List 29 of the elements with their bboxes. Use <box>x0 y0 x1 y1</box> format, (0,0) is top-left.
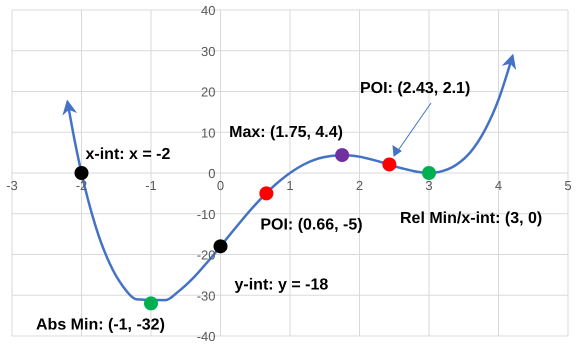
x-tick-label: 1 <box>286 178 294 193</box>
annotation: POI: (0.66, -5) <box>260 216 363 234</box>
x-tick-label: 5 <box>564 178 572 193</box>
point <box>422 166 436 180</box>
point <box>382 157 396 172</box>
point <box>335 148 350 162</box>
y-tick-label: -30 <box>196 288 216 304</box>
x-tick-label: -1 <box>145 178 157 193</box>
annotation: x-int: x = -2 <box>86 146 171 163</box>
x-tick-label: -3 <box>6 178 18 193</box>
x-tick-label: 2 <box>356 178 364 193</box>
annotation: POI: (2.43, 2.1) <box>360 80 470 97</box>
y-tick-label: 20 <box>201 84 216 100</box>
point <box>214 239 228 254</box>
annotation: Max: (1.75, 4.4) <box>229 124 343 142</box>
point <box>74 166 88 180</box>
y-tick-label: 40 <box>201 3 216 18</box>
annotation: Abs Min: (-1, -32) <box>36 316 165 334</box>
annotation: Rel Min/x-int: (3, 0) <box>400 210 542 227</box>
y-tick-label: 0 <box>208 166 216 181</box>
x-tick-label: 3 <box>425 178 433 193</box>
x-tick-label: 4 <box>494 178 502 193</box>
point <box>144 296 158 310</box>
y-tick-label: -10 <box>196 206 216 222</box>
annotation: y-int: y = -18 <box>234 276 328 294</box>
y-tick-label: 30 <box>201 44 216 59</box>
y-tick-label: -40 <box>196 329 216 344</box>
point <box>259 186 274 200</box>
y-tick-label: 10 <box>201 125 216 140</box>
